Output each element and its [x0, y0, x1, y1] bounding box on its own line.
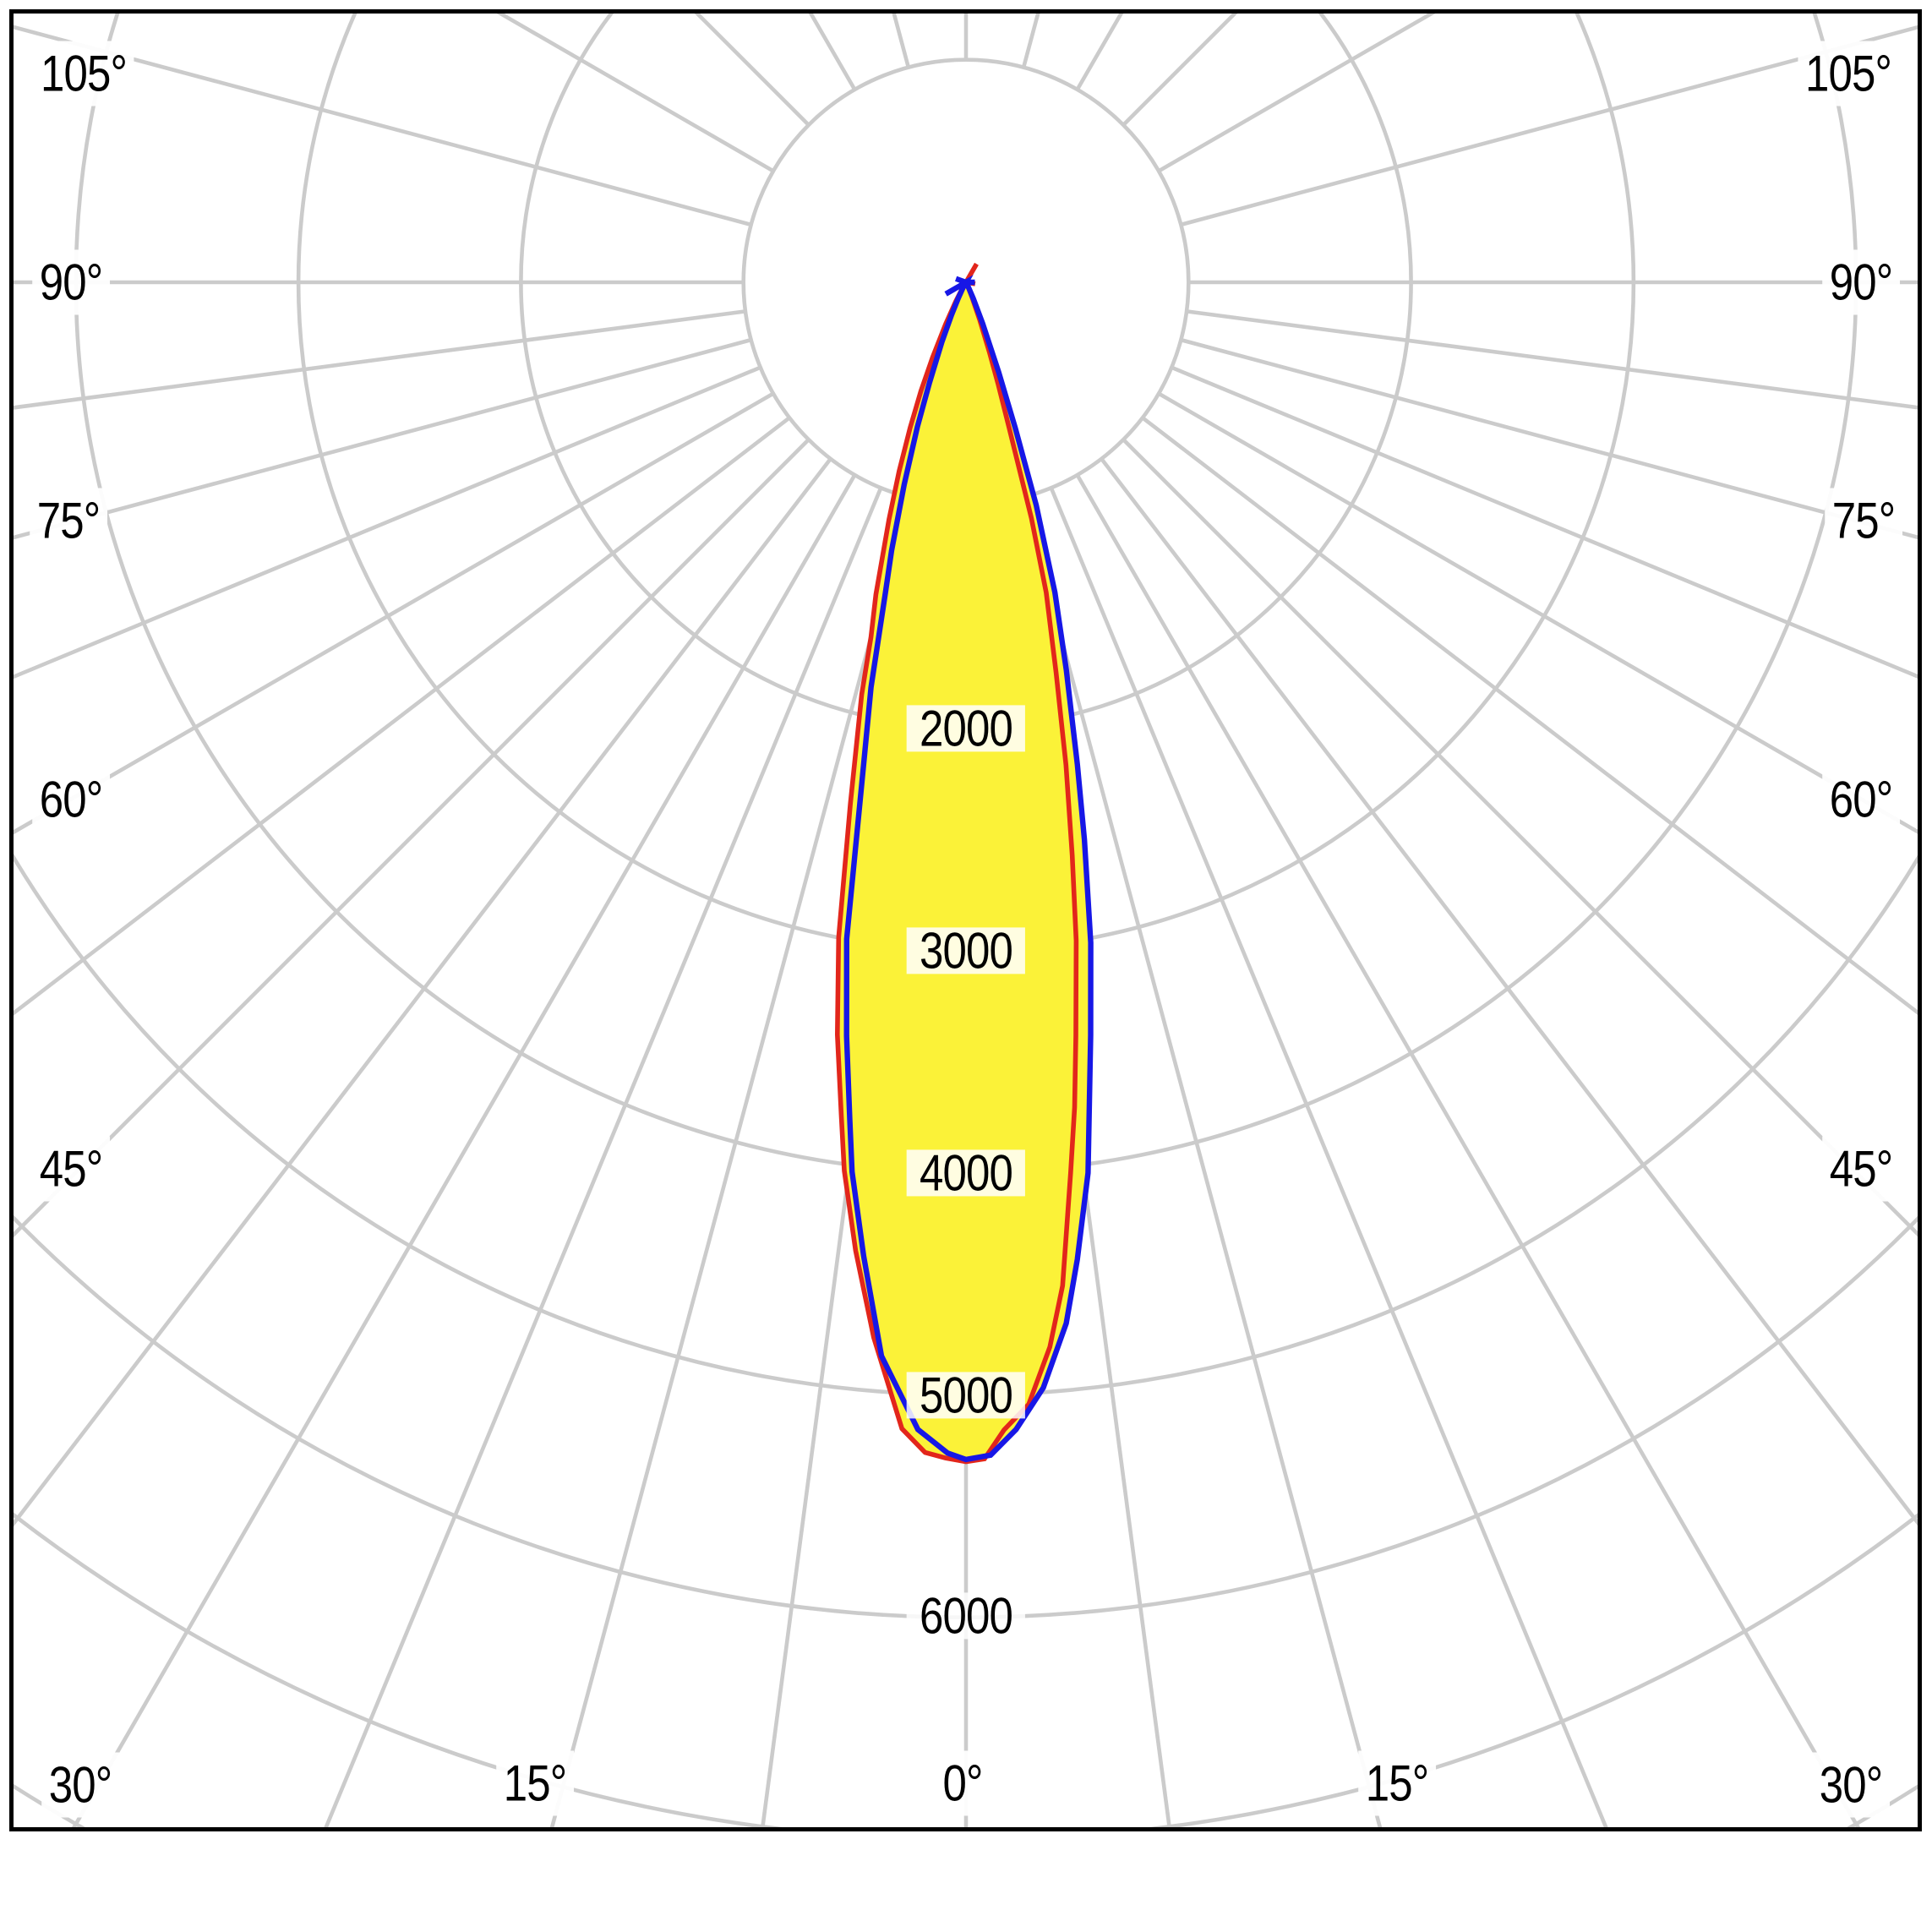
grid-spoke--30 — [71, 473, 857, 1827]
grid-spoke-75 — [1180, 337, 1918, 540]
grid-spoke-22.5 — [1049, 487, 1608, 1827]
ring-label-2000: 2000 — [906, 703, 1026, 754]
grid-spoke--52.5 — [14, 416, 791, 1016]
grid-spoke--22.5 — [324, 487, 883, 1827]
plot-frame — [9, 9, 1922, 1831]
grid-spoke--82.5 — [14, 309, 746, 410]
grid-spoke-45 — [1122, 438, 1918, 1237]
angle-label-right-60deg: 60° — [1822, 767, 1900, 832]
beam-fill-blue-curve — [846, 278, 1091, 1460]
angle-label-left-45deg: 45° — [32, 1136, 110, 1202]
beam-curves — [834, 262, 1094, 1465]
grid-spoke--45 — [14, 438, 810, 1238]
grid-spoke-67.5 — [1171, 365, 1918, 679]
grid-spoke--67.5 — [14, 365, 761, 679]
angle-label-right-45deg: 45° — [1822, 1136, 1900, 1202]
grid-spoke--75 — [14, 337, 752, 540]
angle-label-left-105deg: 105° — [33, 41, 134, 106]
grid-spoke-60 — [1157, 391, 1918, 834]
grid-spoke--37.5 — [14, 457, 832, 1527]
angle-label-bottom-15deg: 15° — [1358, 1750, 1436, 1816]
angle-label-bottom-0deg: 0° — [935, 1750, 991, 1816]
ring-label-4000: 4000 — [906, 1148, 1026, 1198]
grid-spoke--15 — [549, 496, 911, 1827]
angle-label-right-90deg: 90° — [1822, 249, 1900, 315]
ring-label-6000: 6000 — [906, 1591, 1026, 1641]
angle-label-bottom-30deg: 30° — [1812, 1752, 1890, 1818]
angle-label-left-75deg: 75° — [30, 488, 107, 554]
grid-spoke-15 — [1021, 496, 1383, 1827]
ring-label-3000: 3000 — [906, 925, 1026, 976]
grid-spoke-255 — [14, 25, 752, 227]
angle-label-right-105deg: 105° — [1798, 41, 1899, 106]
grid-spoke--60 — [14, 391, 775, 835]
blue-curve — [843, 275, 1094, 1463]
angle-label-left-90deg: 90° — [32, 249, 110, 315]
ring-label-5000: 5000 — [906, 1370, 1026, 1421]
grid-spoke-82.5 — [1186, 309, 1918, 410]
angle-label-bottom-15deg: 15° — [496, 1750, 574, 1816]
angle-label-left-60deg: 60° — [32, 767, 110, 832]
grid-spoke-105 — [1180, 25, 1918, 227]
grid-spoke-37.5 — [1100, 457, 1918, 1526]
grid-spoke-30 — [1075, 473, 1861, 1827]
grid-spoke-52.5 — [1141, 416, 1918, 1015]
angle-label-bottom-30deg: 30° — [41, 1752, 119, 1818]
angle-label-right-75deg: 75° — [1825, 488, 1902, 554]
